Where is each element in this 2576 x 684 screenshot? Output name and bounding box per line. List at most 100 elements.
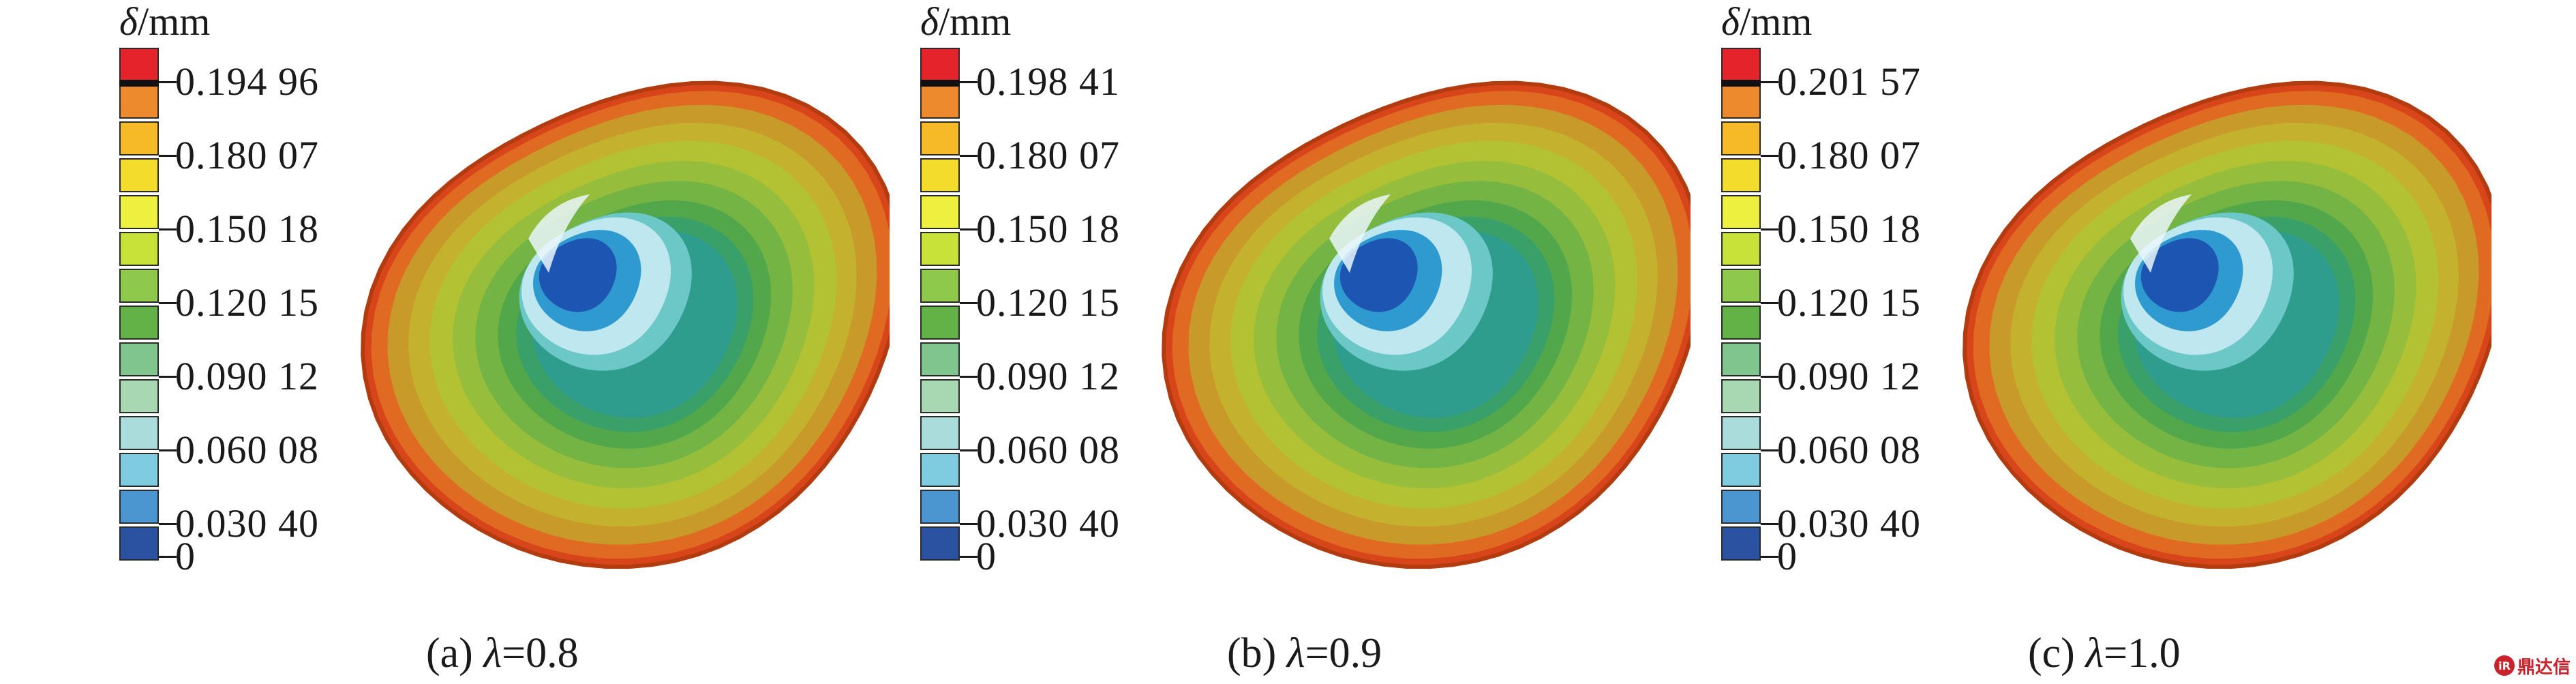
tick-label: 0.180 07	[976, 133, 1120, 177]
tick-label: 0.150 18	[175, 207, 319, 251]
figure-caption: (a) λ=0.8	[426, 630, 579, 676]
colorbar-cell	[1721, 526, 1761, 561]
figure-caption: (b) λ=0.9	[1227, 630, 1382, 676]
disc-rim	[1963, 80, 2491, 569]
colorbar-cell	[1721, 416, 1761, 450]
disc-rim	[1162, 80, 1691, 569]
tick-label: 0.090 12	[976, 354, 1120, 398]
colorbar-cell	[920, 490, 960, 524]
colorbar-tick	[960, 449, 978, 451]
colorbar-tick	[1761, 449, 1778, 451]
colorbar-cell	[1721, 453, 1761, 487]
colorbar-tick	[159, 556, 177, 558]
colorbar-cell	[119, 121, 159, 155]
tick-label: 0.030 40	[1777, 501, 1921, 546]
colorbar-cell	[920, 416, 960, 450]
tick-label: 0.030 40	[175, 501, 319, 546]
colorbar	[920, 48, 960, 571]
panel-a: δ/mm 0.194 96 0.180 07 0.150 18 0.120 15…	[119, 0, 924, 684]
disc-rim	[361, 80, 890, 569]
colorbar-cell	[1721, 121, 1761, 155]
colorbar-cell	[920, 48, 960, 82]
colorbar-cell	[119, 269, 159, 303]
colorbar-tick	[159, 302, 177, 304]
colorbar-cell	[920, 379, 960, 413]
legend-title: δ/mm	[119, 0, 211, 44]
tick-label: 0.150 18	[976, 207, 1120, 251]
tick-label: 0.180 07	[175, 133, 319, 177]
contour-band	[2140, 238, 2219, 312]
colorbar-cell	[119, 306, 159, 340]
colorbar-cell	[119, 526, 159, 561]
tick-label: 0.120 15	[1777, 280, 1921, 325]
colorbar-cell	[920, 269, 960, 303]
colorbar-cell	[119, 232, 159, 266]
tick-label: 0.060 08	[175, 428, 319, 472]
colorbar-tick	[960, 81, 978, 83]
tick-label: 0	[976, 534, 997, 578]
colorbar-cell	[920, 158, 960, 192]
colorbar-tick	[960, 556, 978, 558]
tick-label: 0.201 57	[1777, 59, 1921, 104]
hole-highlight	[2130, 194, 2192, 273]
colorbar-cell	[119, 416, 159, 450]
colorbar-cell	[1721, 490, 1761, 524]
deformation-contour-plot	[361, 80, 890, 569]
colorbar-cell	[1721, 306, 1761, 340]
colorbar-cell	[1721, 85, 1761, 119]
colorbar-cell	[920, 121, 960, 155]
colorbar-cell	[119, 48, 159, 82]
tick-label: 0.090 12	[175, 354, 319, 398]
colorbar-tick	[159, 228, 177, 231]
colorbar-cell	[1721, 379, 1761, 413]
contour-band	[1339, 238, 1418, 312]
colorbar-cell	[1721, 158, 1761, 192]
colorbar-tick	[1761, 155, 1778, 157]
colorbar	[119, 48, 159, 571]
figure-caption: (c) λ=1.0	[2028, 630, 2181, 676]
deformation-contour-plot	[1963, 80, 2491, 569]
colorbar-cell	[920, 85, 960, 119]
colorbar-cell	[119, 342, 159, 376]
colorbar-tick	[1761, 556, 1778, 558]
colorbar-cell	[920, 195, 960, 229]
colorbar-max-marker	[920, 80, 960, 87]
colorbar-cell	[119, 195, 159, 229]
deformation-contour-plot	[1162, 80, 1691, 569]
tick-label: 0.060 08	[976, 428, 1120, 472]
colorbar-tick	[159, 376, 177, 378]
colorbar-max-marker	[1721, 80, 1761, 87]
colorbar-cell	[1721, 342, 1761, 376]
colorbar-cell	[920, 306, 960, 340]
colorbar-cell	[1721, 195, 1761, 229]
colorbar-cell	[119, 453, 159, 487]
colorbar-tick	[960, 302, 978, 304]
watermark-logo-icon: iR	[2494, 655, 2515, 676]
tick-label: 0	[1777, 534, 1798, 578]
colorbar-tick	[1761, 302, 1778, 304]
watermark: iR 鼎达信	[2494, 654, 2571, 678]
colorbar-tick	[960, 376, 978, 378]
colorbar-cell	[1721, 48, 1761, 82]
hole-highlight	[1329, 194, 1391, 273]
tick-label: 0.060 08	[1777, 428, 1921, 472]
colorbar-cell	[119, 379, 159, 413]
colorbar-tick	[1761, 523, 1778, 525]
watermark-text: 鼎达信	[2517, 657, 2571, 678]
contour-band	[539, 238, 617, 312]
colorbar-cell	[920, 232, 960, 266]
tick-label: 0.120 15	[976, 280, 1120, 325]
colorbar-tick	[1761, 81, 1778, 83]
colorbar-tick	[1761, 228, 1778, 231]
tick-label: 0.120 15	[175, 280, 319, 325]
colorbar-cell	[119, 158, 159, 192]
colorbar-tick	[159, 155, 177, 157]
tick-label: 0	[175, 534, 196, 578]
legend-title: δ/mm	[1721, 0, 1813, 44]
colorbar-max-marker	[119, 80, 159, 87]
colorbar-cell	[920, 453, 960, 487]
hole-highlight	[528, 194, 590, 273]
tick-label: 0.150 18	[1777, 207, 1921, 251]
colorbar-cell	[920, 342, 960, 376]
tick-label: 0.198 41	[976, 59, 1120, 104]
